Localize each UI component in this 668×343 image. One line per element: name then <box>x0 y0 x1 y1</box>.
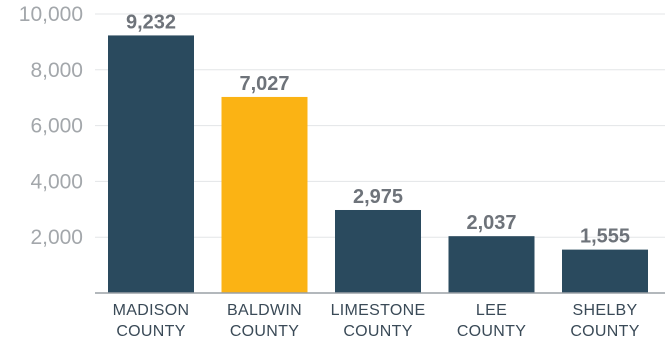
data-labels: 9,232 7,027 2,975 2,037 1,555 <box>126 11 630 247</box>
data-label: 1,555 <box>580 226 630 248</box>
x-tick-label: COUNTY <box>116 323 185 340</box>
x-tick-label: BALDWIN <box>227 302 302 319</box>
data-label: 9,232 <box>126 11 176 33</box>
bar <box>562 249 648 293</box>
x-tick-label: LEE <box>476 302 507 319</box>
bar <box>448 236 535 293</box>
x-tick-label: COUNTY <box>230 323 299 340</box>
data-label: 2,037 <box>466 212 516 234</box>
y-tick-label: 6,000 <box>30 115 83 138</box>
x-tick-label: COUNTY <box>343 323 412 340</box>
x-tick-label: COUNTY <box>457 323 526 340</box>
bars <box>108 35 648 294</box>
x-tick-label: COUNTY <box>570 323 639 340</box>
y-tick-label: 10,000 <box>19 3 83 26</box>
bar <box>221 96 308 293</box>
y-tick-label: 8,000 <box>30 59 83 82</box>
data-label: 2,975 <box>353 186 403 208</box>
x-tick-label: LIMESTONE <box>331 302 426 319</box>
x-tick-label: SHELBY <box>573 302 638 319</box>
y-tick-label: 4,000 <box>30 170 83 193</box>
y-axis-ticks: 2,000 4,000 6,000 8,000 10,000 <box>19 3 83 249</box>
bar <box>108 35 194 294</box>
bar <box>335 209 421 293</box>
x-tick-label: MADISON <box>113 302 190 319</box>
x-axis-ticks: MADISON COUNTY BALDWIN COUNTY LIMESTONE COUNT… <box>113 302 640 340</box>
y-tick-label: 2,000 <box>30 226 83 249</box>
data-label: 7,027 <box>239 73 289 95</box>
